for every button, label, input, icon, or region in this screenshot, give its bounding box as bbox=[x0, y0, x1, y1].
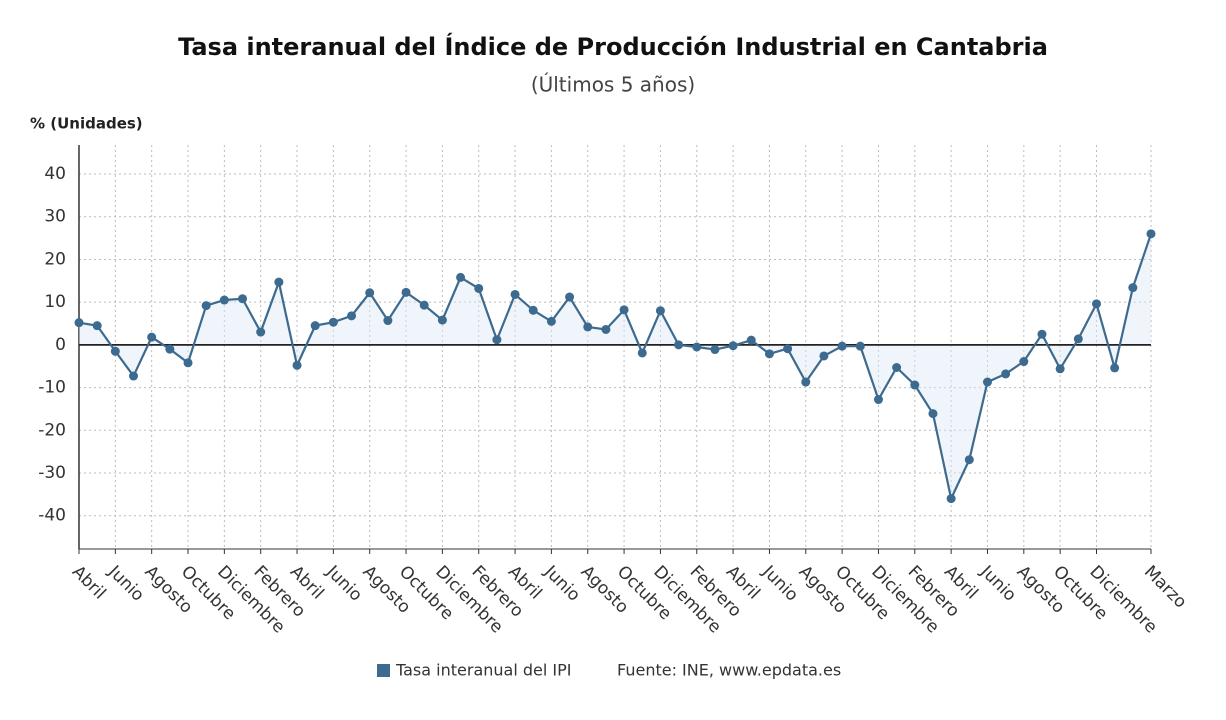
y-tick-label: 40 bbox=[44, 164, 66, 184]
data-point bbox=[347, 311, 357, 321]
y-tick-label: 0 bbox=[55, 335, 66, 355]
data-point bbox=[583, 322, 593, 332]
data-point bbox=[1128, 283, 1138, 293]
data-point bbox=[401, 287, 411, 297]
data-point bbox=[292, 360, 302, 370]
data-point bbox=[819, 351, 829, 361]
legend-label: Tasa interanual del IPI bbox=[395, 661, 571, 680]
data-point bbox=[746, 335, 756, 345]
data-point bbox=[219, 295, 229, 305]
data-point bbox=[637, 348, 647, 358]
y-tick-label: 10 bbox=[44, 292, 66, 312]
x-tick-label: Junio bbox=[976, 561, 1020, 605]
data-point bbox=[437, 315, 447, 325]
x-tick-label: Abril bbox=[68, 562, 110, 604]
data-point bbox=[238, 294, 248, 304]
data-point bbox=[274, 277, 284, 287]
data-point bbox=[783, 344, 793, 354]
data-point bbox=[928, 409, 938, 419]
data-point bbox=[1110, 363, 1120, 373]
data-point bbox=[256, 327, 266, 337]
data-point bbox=[492, 335, 502, 345]
data-point bbox=[510, 289, 520, 299]
data-point bbox=[728, 341, 738, 351]
y-tick-label: -20 bbox=[38, 420, 66, 440]
data-point bbox=[692, 342, 702, 352]
data-point bbox=[601, 324, 611, 334]
data-point bbox=[801, 377, 811, 387]
legend-swatch bbox=[377, 664, 390, 677]
data-point bbox=[655, 306, 665, 316]
data-point bbox=[1055, 364, 1065, 374]
x-tick-label: Marzo bbox=[1140, 562, 1190, 612]
y-tick-label: -30 bbox=[38, 463, 66, 483]
area-fill bbox=[79, 233, 1151, 499]
data-point bbox=[456, 272, 466, 282]
data-point bbox=[873, 395, 883, 405]
data-point bbox=[710, 345, 720, 355]
data-point bbox=[946, 494, 956, 504]
x-tick-label: Junio bbox=[758, 561, 802, 605]
x-tick-label: Junio bbox=[104, 561, 148, 605]
data-point bbox=[964, 455, 974, 465]
data-point bbox=[419, 300, 429, 310]
data-point bbox=[110, 346, 120, 356]
y-tick-label: -40 bbox=[38, 506, 66, 526]
y-axis-label: % (Unidades) bbox=[30, 115, 143, 133]
data-point bbox=[129, 371, 139, 381]
data-point bbox=[565, 292, 575, 302]
data-point bbox=[982, 377, 992, 387]
chart-title: Tasa interanual del Índice de Producción… bbox=[178, 32, 1048, 61]
x-tick-label: Junio bbox=[540, 561, 584, 605]
data-point bbox=[92, 321, 102, 331]
chart-subtitle: (Últimos 5 años) bbox=[531, 73, 695, 97]
data-point bbox=[855, 341, 865, 351]
x-tick-label: Junio bbox=[322, 561, 366, 605]
series-line bbox=[78, 233, 1153, 503]
data-point bbox=[1001, 369, 1011, 379]
data-point bbox=[201, 301, 211, 311]
data-point bbox=[328, 317, 338, 327]
data-point bbox=[310, 321, 320, 331]
data-point bbox=[674, 340, 684, 350]
data-point bbox=[619, 305, 629, 315]
data-point bbox=[892, 362, 902, 372]
data-point bbox=[910, 380, 920, 390]
data-point bbox=[147, 332, 157, 342]
data-point bbox=[764, 349, 774, 359]
data-point bbox=[474, 283, 484, 293]
data-point bbox=[183, 358, 193, 368]
y-tick-label: 30 bbox=[44, 207, 66, 227]
data-point bbox=[1073, 334, 1083, 344]
data-point bbox=[1037, 329, 1047, 339]
y-tick-label: -10 bbox=[38, 378, 66, 398]
y-tick-label: 20 bbox=[44, 249, 66, 269]
data-point bbox=[365, 288, 375, 298]
data-point bbox=[74, 318, 84, 328]
data-point bbox=[1146, 229, 1156, 239]
data-point bbox=[165, 344, 175, 354]
data-point bbox=[1019, 357, 1029, 367]
data-point bbox=[383, 316, 393, 326]
data-point bbox=[1091, 299, 1101, 309]
source: Fuente: INE, www.epdata.es bbox=[617, 661, 841, 680]
data-point bbox=[528, 305, 538, 315]
data-point bbox=[837, 341, 847, 351]
data-point bbox=[546, 316, 556, 326]
